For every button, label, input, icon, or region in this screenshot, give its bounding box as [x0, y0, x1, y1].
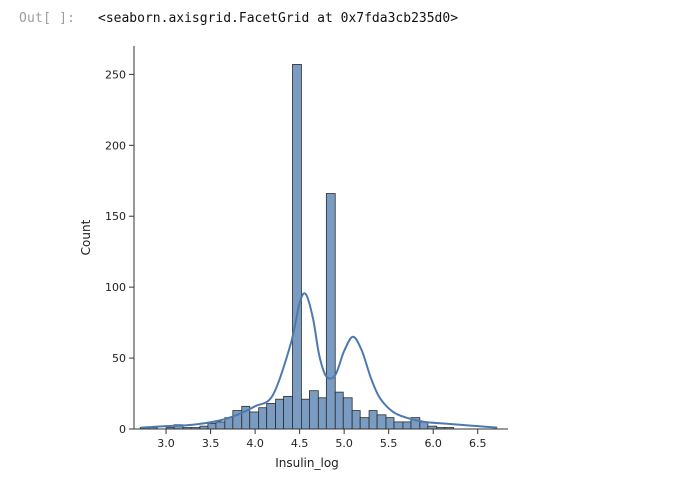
- x-tick-label: 3.5: [202, 437, 220, 450]
- histogram-bar: [376, 414, 387, 430]
- x-axis-label: Insulin_log: [275, 456, 339, 470]
- x-tick-label: 5.0: [335, 437, 353, 450]
- histogram-bars: [139, 64, 455, 430]
- histogram-bar: [258, 407, 268, 430]
- histogram-bar: [283, 395, 293, 430]
- y-tick-label: 0: [119, 423, 126, 436]
- histogram-bar: [317, 397, 327, 430]
- x-tick-label: 6.5: [469, 437, 487, 450]
- x-tick-label: 3.0: [157, 437, 175, 450]
- histogram-bar: [301, 398, 310, 430]
- y-tick-label: 50: [112, 352, 126, 365]
- x-tick-label: 5.5: [380, 437, 398, 450]
- histogram-bar: [393, 421, 404, 430]
- x-tick-label: 4.5: [291, 437, 309, 450]
- kde-curve: [141, 292, 498, 429]
- x-axis-ticks: 3.0 3.5 4.0 4.5 5.0 5.5 6.0 6.5: [157, 429, 486, 450]
- histogram-bar: [325, 193, 336, 430]
- y-tick-label: 100: [105, 281, 126, 294]
- histogram-bar: [402, 421, 412, 430]
- facetgrid-plot: 0 50 100 150 200 250 3.0 3.5 4.0 4.5 5.0 5.5 6.0 6.5…: [0, 36, 681, 487]
- histogram-bar: [385, 417, 395, 430]
- y-axis-label: Count: [79, 219, 93, 255]
- histogram-bar: [275, 398, 284, 430]
- histogram-bar: [207, 422, 217, 430]
- output-text: <seaborn.axisgrid.FacetGrid at 0x7fda3cb…: [98, 11, 459, 26]
- histogram-bar: [351, 410, 361, 430]
- x-tick-label: 4.0: [246, 437, 264, 450]
- histogram-bar: [342, 397, 353, 430]
- histogram-bar: [292, 64, 302, 430]
- output-prompt: Out[ ]:: [19, 11, 76, 26]
- histogram-bar: [266, 403, 276, 430]
- histogram-bar: [249, 411, 260, 430]
- histogram-bar: [368, 410, 378, 430]
- histogram-bar: [334, 391, 344, 430]
- y-tick-label: 200: [105, 139, 126, 152]
- y-tick-label: 250: [105, 68, 126, 81]
- histogram-chart: 0 50 100 150 200 250 3.0 3.5 4.0 4.5 5.0 5.5 6.0 6.5…: [79, 46, 508, 470]
- histogram-bar: [215, 421, 226, 430]
- histogram-bar: [359, 417, 370, 430]
- y-axis-ticks: 0 50 100 150 200 250: [105, 68, 134, 436]
- x-tick-label: 6.0: [424, 437, 442, 450]
- output-cell: Out[ ]: <seaborn.axisgrid.FacetGrid at 0…: [0, 0, 681, 36]
- histogram-bar: [309, 390, 319, 430]
- y-tick-label: 150: [105, 210, 126, 223]
